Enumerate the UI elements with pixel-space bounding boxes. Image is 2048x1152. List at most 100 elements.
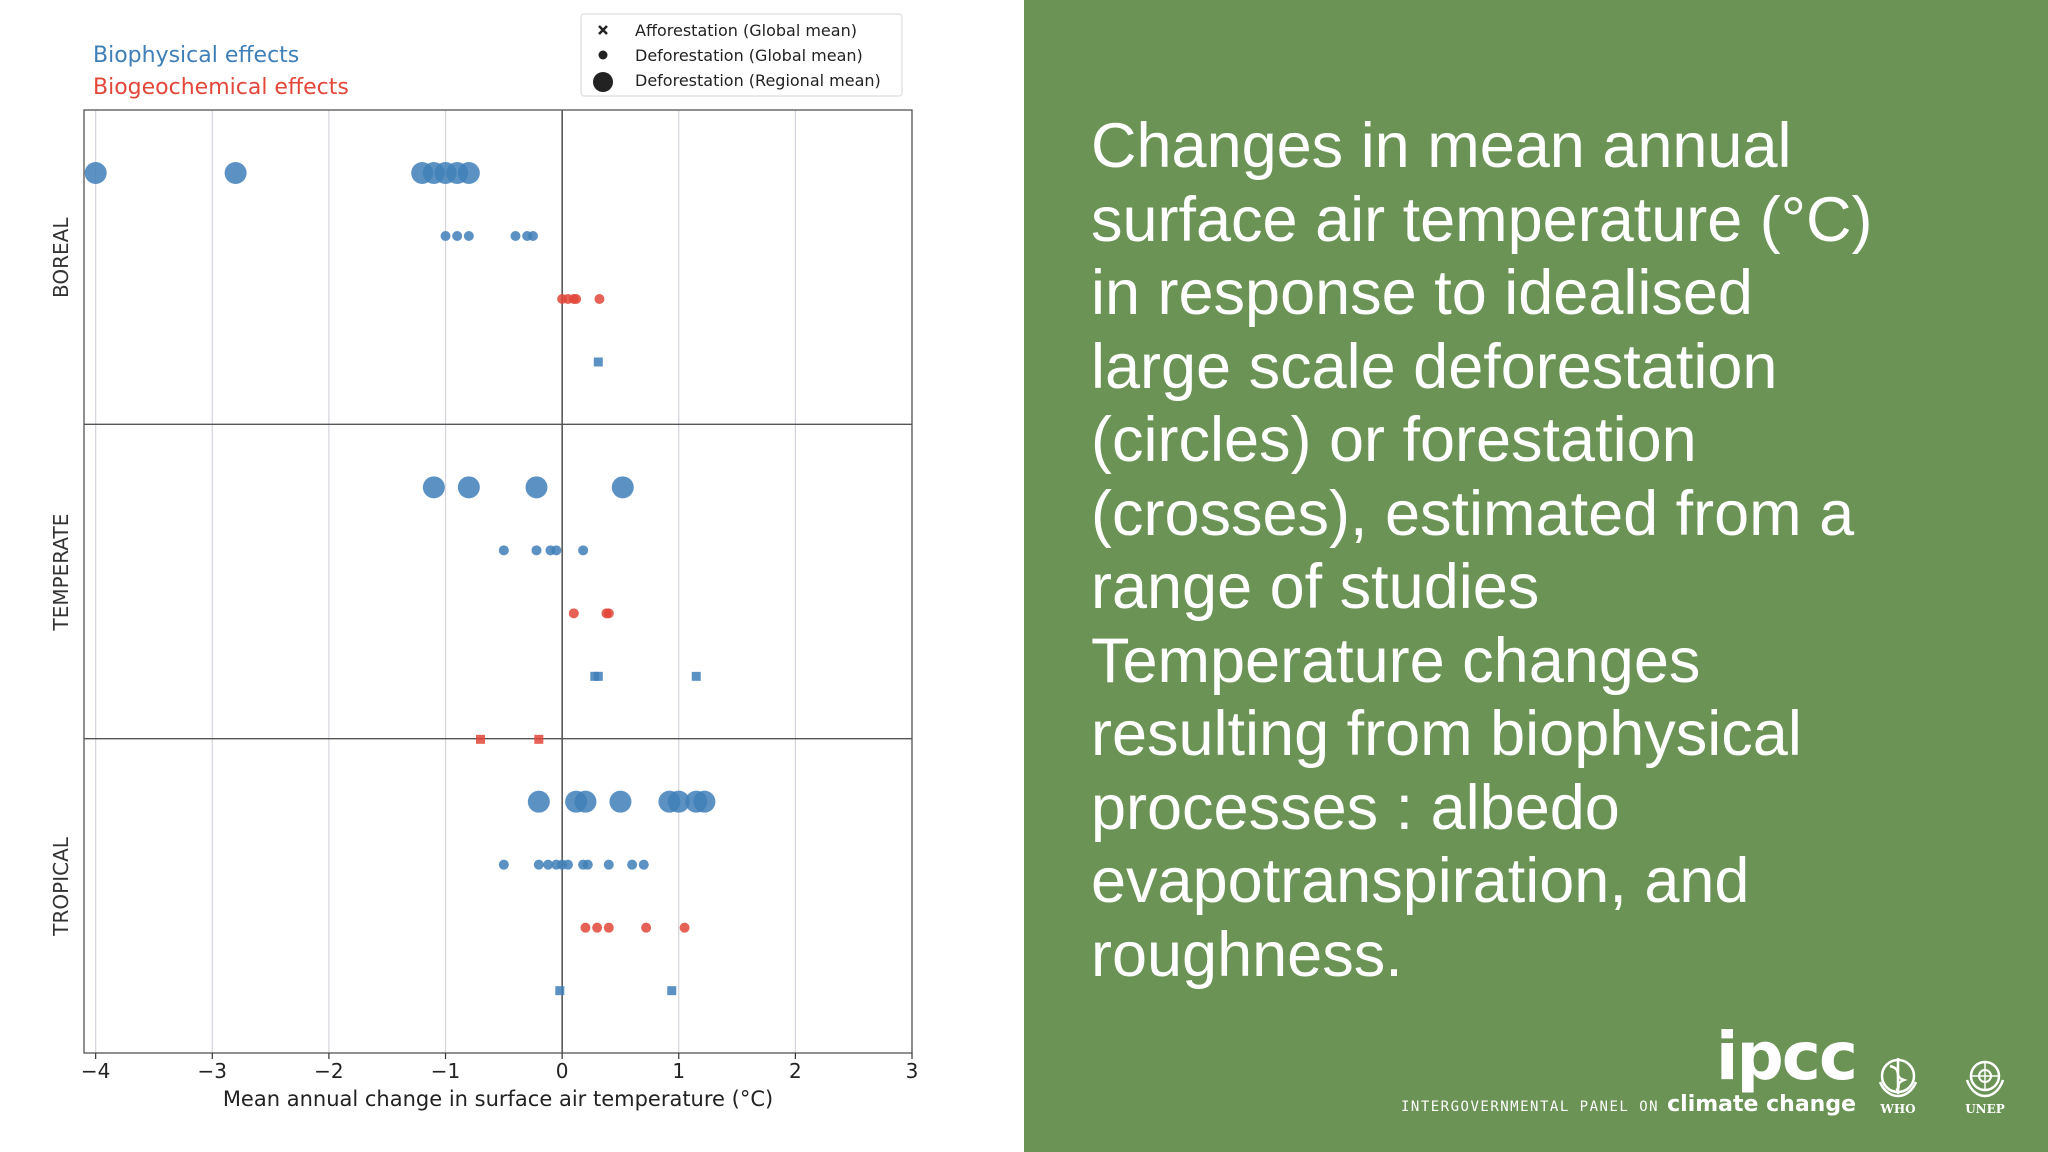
- data-point-small: [582, 859, 593, 870]
- unep-emblem-icon: [1965, 1060, 2005, 1098]
- caption-line: Temperature changes: [1091, 625, 1701, 696]
- data-point-large: [527, 790, 550, 813]
- data-point-cross: [593, 357, 603, 367]
- data-marks: [84, 162, 716, 996]
- data-point-small: [679, 922, 690, 933]
- data-point-cross: [667, 986, 677, 996]
- data-point-cross: [691, 671, 701, 681]
- data-point-small: [638, 859, 649, 870]
- data-point-small: [603, 859, 614, 870]
- data-point-small: [592, 922, 603, 933]
- effect-legend-label: Biophysical effects: [93, 43, 299, 68]
- data-point-small: [571, 294, 582, 304]
- legend-large-circle: [593, 72, 613, 92]
- data-point-small: [580, 922, 591, 933]
- data-point-cross: [476, 734, 486, 744]
- panel-label: TEMPERATE: [49, 514, 73, 632]
- effect-legend-label: Biogeochemical effects: [93, 75, 349, 100]
- chart-panel: BOREAL TEMPERATE TROPICAL −4 −3 −2 −1 0 1 2 3 Mean …: [49, 13, 919, 1111]
- data-point-small: [578, 545, 589, 556]
- ipcc-climate-change-text: climate change: [1667, 1092, 1856, 1117]
- data-point-large: [457, 162, 480, 184]
- caption-line: in response to idealised: [1091, 258, 1753, 328]
- panel-label: BOREAL: [49, 217, 73, 298]
- legend-layer: Biophysical effects Biogeochemical effect…: [93, 13, 903, 100]
- marker-legend-label: Deforestation (Regional mean): [635, 71, 881, 90]
- x-axis-label: Mean annual change in surface air temper…: [223, 1087, 773, 1111]
- data-point-large: [224, 162, 247, 184]
- caption-line: roughness.: [1091, 919, 1403, 990]
- data-point-small: [463, 231, 474, 241]
- plot-border: [83, 109, 913, 1054]
- x-tick-label: −1: [431, 1059, 460, 1083]
- caption-panel: Changes in mean annual surface air tempe…: [1024, 0, 2048, 1152]
- unep-logo: UNEP: [1955, 1052, 2015, 1132]
- caption-line: range of studies: [1091, 552, 1540, 622]
- ipcc-panel-on-text: INTERGOVERNMENTAL PANEL ON: [1400, 1099, 1660, 1115]
- legend-small-circle: [598, 50, 608, 60]
- caption-line: resulting from biophysical: [1091, 699, 1802, 769]
- data-point-small: [510, 231, 521, 241]
- data-point-small: [527, 231, 538, 241]
- data-point-small: [551, 545, 562, 556]
- axis-layer: BOREAL TEMPERATE TROPICAL −4 −3 −2 −1 0 1 2 3 Mean …: [49, 217, 918, 1111]
- data-point-small: [568, 608, 579, 619]
- caption-line: processes : albedo: [1091, 772, 1620, 843]
- data-point-small: [562, 859, 573, 870]
- caption-text: Changes in mean annual surface air tempe…: [1091, 110, 2011, 992]
- data-point-small: [543, 859, 554, 870]
- data-point-cross: [593, 671, 603, 681]
- data-point-small: [452, 231, 463, 241]
- data-point-large: [609, 790, 632, 813]
- caption-line: evapotranspiration, and: [1091, 846, 1750, 916]
- x-tick-label: 0: [556, 1059, 569, 1083]
- caption-line: (crosses), estimated from a: [1091, 478, 1855, 549]
- data-point-small: [440, 231, 451, 241]
- data-point-large: [525, 476, 548, 499]
- unep-label: UNEP: [1965, 1102, 2005, 1116]
- data-point-cross: [555, 986, 565, 996]
- x-tick-label: 3: [906, 1059, 919, 1083]
- data-point-cross: [534, 734, 544, 744]
- legend-cross-marker: [598, 25, 608, 35]
- data-point-small: [531, 545, 542, 556]
- marker-legend-label: Afforestation (Global mean): [635, 21, 857, 40]
- caption-line: Changes in mean annual: [1091, 111, 1792, 181]
- ipcc-subtitle: INTERGOVERNMENTAL PANEL ON climate change: [1401, 1092, 1856, 1117]
- x-tick-label: −2: [314, 1059, 343, 1083]
- data-point-large: [422, 476, 445, 499]
- x-tick-label: 1: [672, 1059, 685, 1083]
- caption-line: large scale deforestation: [1091, 331, 1778, 402]
- marker-legend-label: Deforestation (Global mean): [635, 46, 863, 65]
- data-point-small: [627, 859, 638, 870]
- data-point-large: [693, 790, 716, 813]
- caption-line: surface air temperature (°C): [1091, 184, 1873, 255]
- data-point-small: [498, 545, 509, 556]
- ipcc-logo: ipcc INTERGOVERNMENTAL PANEL ON climate c…: [1376, 1018, 1858, 1124]
- data-point-large: [611, 476, 634, 499]
- data-point-small: [594, 294, 605, 304]
- scatter-chart: BOREAL TEMPERATE TROPICAL −4 −3 −2 −1 0 1 2 3 Mean …: [49, 13, 918, 1111]
- marker-legend-box: [580, 13, 903, 97]
- data-point-small: [641, 922, 652, 933]
- who-label: WHO: [1880, 1102, 1916, 1116]
- data-point-large: [457, 476, 480, 499]
- who-logo: WHO: [1868, 1052, 1928, 1132]
- data-point-small: [533, 859, 544, 870]
- data-point-small: [498, 859, 509, 870]
- panel-label: TROPICAL: [49, 836, 73, 936]
- x-tick-label: −3: [198, 1059, 227, 1083]
- who-emblem-icon: [1878, 1058, 1918, 1098]
- caption-line: (circles) or forestation: [1091, 405, 1697, 475]
- data-point-large: [84, 162, 107, 184]
- plot-frame: [83, 109, 913, 1054]
- data-point-large: [574, 790, 597, 813]
- legend-cross-stroke: [598, 25, 608, 35]
- data-point-small: [603, 608, 614, 619]
- x-tick-label: −4: [81, 1059, 110, 1083]
- data-point-small: [603, 922, 614, 933]
- grid-layer: [95, 110, 913, 1053]
- data-point-large: [667, 790, 690, 813]
- x-tick-label: 2: [789, 1059, 802, 1083]
- ipcc-wordmark: ipcc: [1715, 1018, 1858, 1095]
